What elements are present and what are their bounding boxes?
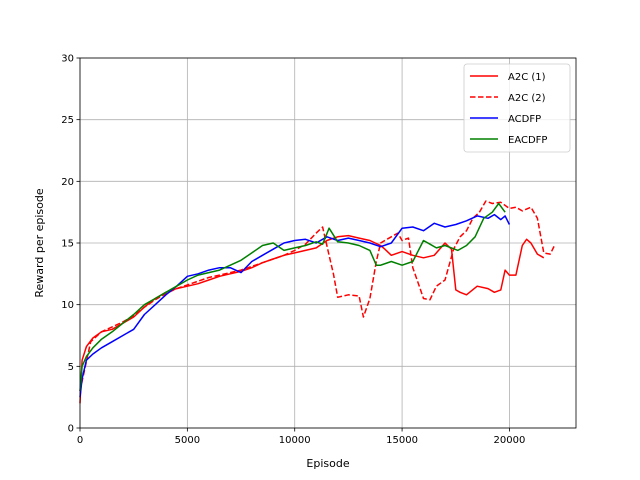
- y-tick-label: 25: [61, 115, 74, 126]
- x-tick-label: 5000: [175, 435, 200, 446]
- series-group: [79, 200, 556, 404]
- y-tick-label: 5: [68, 362, 74, 373]
- series-line-a2c-2: [79, 200, 556, 392]
- series-line-acdfp: [79, 213, 511, 398]
- legend-label-a2c-1: A2C (1): [508, 72, 546, 83]
- legend: A2C (1) A2C (2) ACDFP EACDFP: [463, 63, 571, 153]
- legend-label-acdfp: ACDFP: [508, 114, 541, 125]
- x-axis-label: Episode: [306, 457, 349, 470]
- y-tick-label: 30: [61, 54, 74, 65]
- legend-label-a2c-2: A2C (2): [508, 93, 546, 104]
- legend-label-eacdfp: EACDFP: [508, 135, 547, 146]
- series-line-eacdfp: [79, 202, 506, 392]
- y-tick-label: 20: [61, 177, 74, 188]
- x-tick-label: 0: [77, 435, 83, 446]
- y-tick-label: 15: [61, 239, 74, 250]
- x-tick-label: 10000: [279, 435, 311, 446]
- x-tick-label: 15000: [386, 435, 418, 446]
- y-axis-label: Reward per episode: [33, 188, 46, 297]
- y-tick-label: 0: [68, 424, 74, 435]
- legend-box: [463, 63, 571, 153]
- y-axis-ticks: 0 5 10 15 20 25 30: [61, 54, 80, 435]
- y-tick-label: 10: [61, 300, 74, 311]
- x-tick-label: 20000: [494, 435, 526, 446]
- x-axis-ticks: 0 5000 10000 15000 20000: [77, 428, 526, 446]
